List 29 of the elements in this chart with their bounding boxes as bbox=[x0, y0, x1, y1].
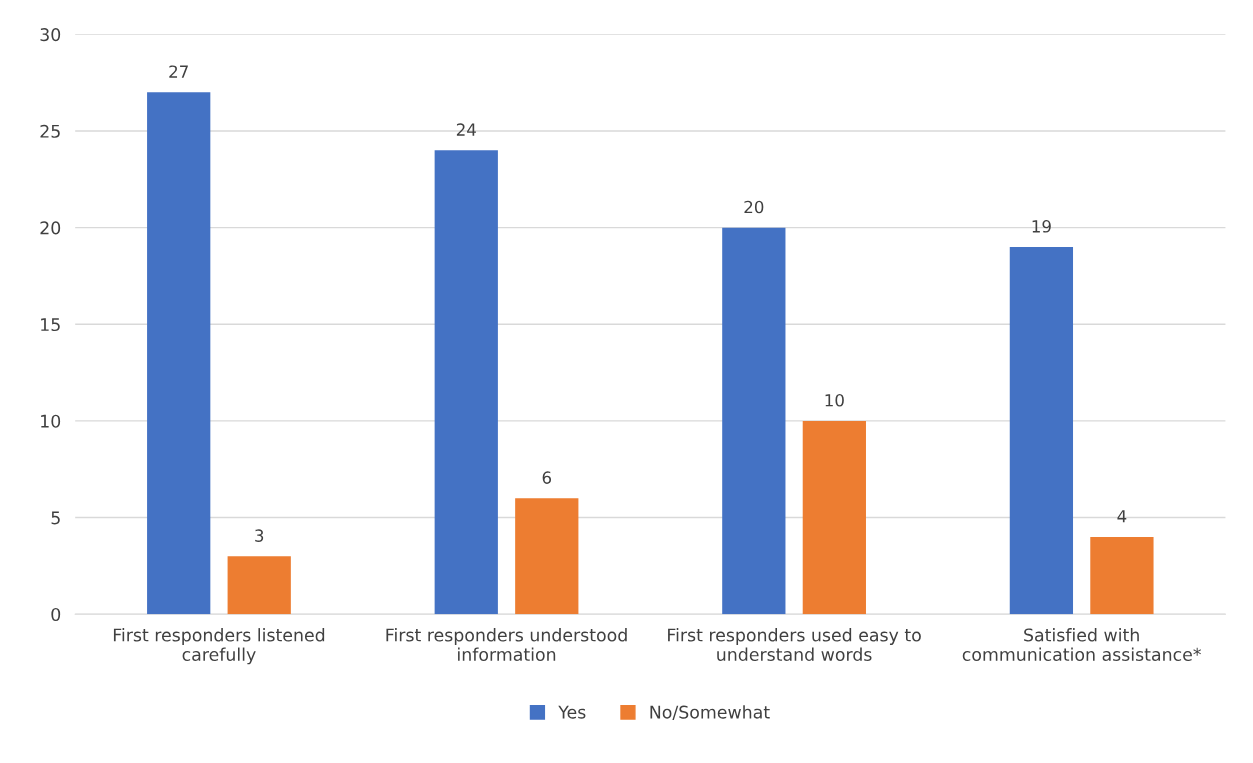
x-tick-label: First responders used easy to understand words bbox=[668, 628, 921, 661]
y-tick-label: 20 bbox=[40, 221, 61, 235]
y-tick-label: 15 bbox=[41, 318, 60, 332]
data-label: 6 bbox=[542, 471, 552, 484]
x-tick-label: Satisfied with communication assistance* bbox=[962, 628, 1201, 661]
bar bbox=[147, 92, 211, 615]
bar bbox=[722, 227, 786, 615]
data-label: 20 bbox=[744, 200, 764, 214]
y-tick-label: 0 bbox=[51, 607, 61, 622]
x-tick-label: First responders listened carefully bbox=[113, 628, 325, 665]
data-label: 24 bbox=[456, 123, 476, 136]
y-tick-label: 25 bbox=[40, 124, 60, 138]
data-label: 4 bbox=[1117, 510, 1127, 523]
bar bbox=[227, 556, 291, 615]
data-label: 19 bbox=[1032, 220, 1051, 233]
data-label: 27 bbox=[169, 65, 188, 78]
bar bbox=[434, 150, 498, 615]
y-tick-label: 30 bbox=[40, 28, 61, 42]
x-tick-label: First responders understood information bbox=[386, 628, 627, 661]
y-tick-label: 5 bbox=[51, 511, 60, 525]
data-label: 3 bbox=[255, 529, 264, 542]
bar bbox=[515, 498, 579, 615]
bar bbox=[1090, 536, 1154, 615]
bar bbox=[1009, 246, 1074, 615]
legend-label: No/Somewhat bbox=[650, 705, 770, 721]
y-tick-label: 10 bbox=[41, 414, 61, 428]
bar bbox=[802, 420, 866, 615]
legend-label: Yes bbox=[558, 705, 586, 719]
data-label: 10 bbox=[825, 393, 844, 407]
